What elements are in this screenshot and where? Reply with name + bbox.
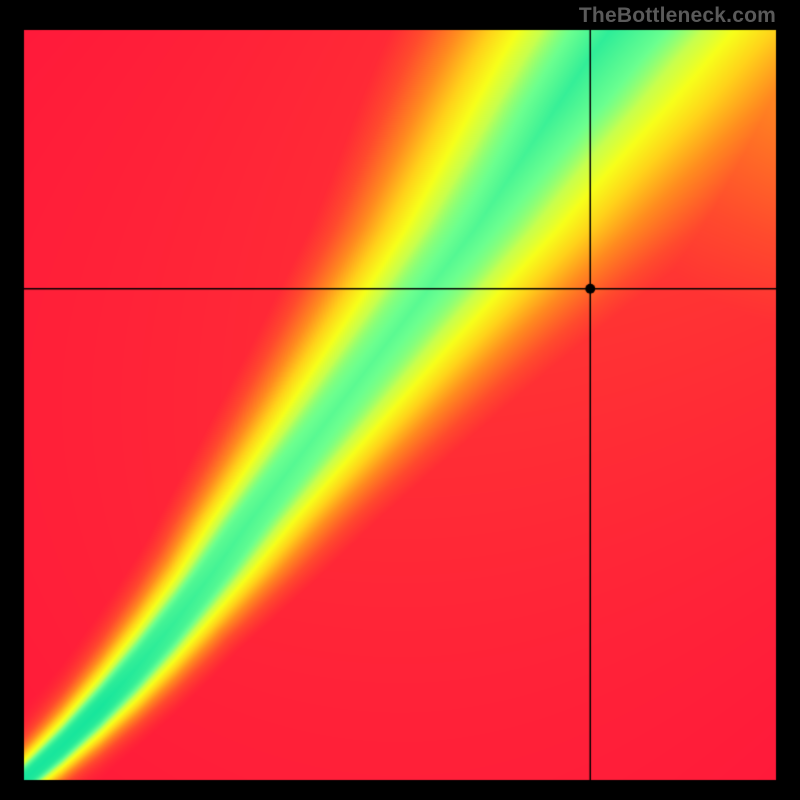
watermark-text: TheBottleneck.com (579, 4, 776, 28)
bottleneck-heatmap (0, 0, 800, 800)
